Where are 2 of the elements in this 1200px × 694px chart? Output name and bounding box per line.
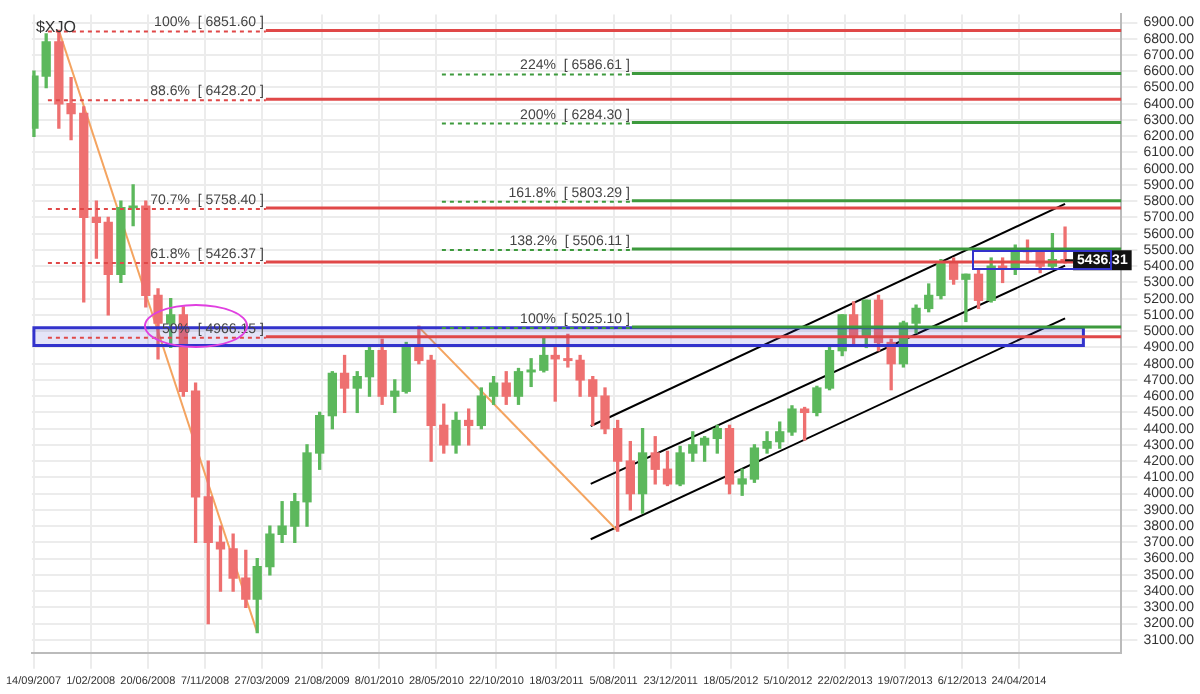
chart-title: $XJO [35,18,76,37]
candlestick [961,273,971,323]
